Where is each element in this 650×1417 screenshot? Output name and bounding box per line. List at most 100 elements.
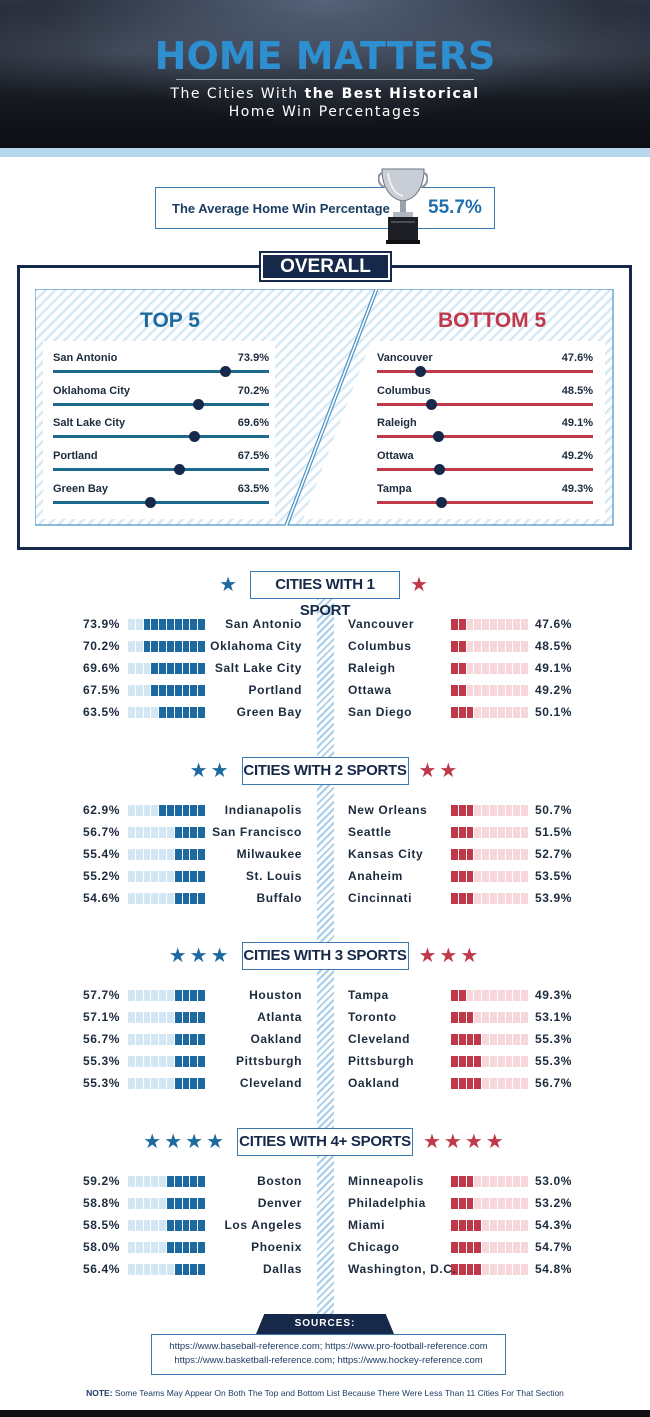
bar-segment (458, 827, 466, 838)
top5-value-marker (193, 399, 205, 410)
city-label: Pittsburgh (236, 1054, 302, 1068)
bar-segment (521, 893, 528, 904)
bottom-city-row: 54.7% Chicago (348, 1240, 572, 1256)
bar-segment (466, 707, 474, 718)
bar-segment (521, 1056, 528, 1067)
section-heading: CITIES WITH 2 SPORTS (241, 757, 409, 785)
bar-segment (466, 1034, 474, 1045)
bar-segment (505, 849, 513, 860)
bar-segment (474, 707, 482, 718)
bar-segment (166, 663, 174, 674)
sources-label: SOURCES: (256, 1314, 394, 1334)
percent-label: 50.7% (534, 803, 572, 817)
bar-segment (151, 1264, 159, 1275)
top-city-row: 58.8% Denver (83, 1196, 302, 1212)
bar-segment (505, 893, 513, 904)
city-label: Anaheim (348, 869, 403, 883)
city-label: Tampa (348, 988, 389, 1002)
bar-segment (174, 1056, 182, 1067)
bar-segment (174, 805, 182, 816)
bar-segment (482, 1198, 489, 1209)
bar-segment (198, 685, 205, 696)
bottom-city-row: 48.5% Columbus (348, 639, 572, 655)
bar-segment (159, 1078, 166, 1089)
bar-segment (521, 1242, 528, 1253)
bar-segment (143, 1264, 151, 1275)
bar-segment (513, 1012, 521, 1023)
bar-segment (466, 685, 474, 696)
bar-segment (513, 1078, 521, 1089)
bar-segment (182, 1198, 190, 1209)
overall-panels: TOP 5 BOTTOM 5 San Antonio 73.9% Oklahoma … (35, 289, 615, 527)
top5-track-line (53, 403, 269, 406)
bar-segment (521, 827, 528, 838)
bar-segment (166, 990, 174, 1001)
bar-segment (513, 1176, 521, 1187)
bar-segment (166, 641, 174, 652)
bar-segment (190, 1242, 198, 1253)
bar-segment (521, 685, 528, 696)
top5-row: Portland 67.5% (53, 450, 269, 480)
bar-segment (166, 1264, 174, 1275)
bar-segment (151, 805, 159, 816)
bar-segment (198, 990, 205, 1001)
bar-segment (198, 663, 205, 674)
bar-segment (198, 871, 205, 882)
star-icons-right: ★★★★ (423, 1131, 507, 1153)
bar-segment (128, 990, 135, 1001)
city-label: Boston (257, 1174, 302, 1188)
bottom-city-row: 49.2% Ottawa (348, 683, 572, 699)
bar-segment (482, 849, 489, 860)
bar-segment (143, 1034, 151, 1045)
percent-label: 53.9% (534, 891, 572, 905)
city-label: Washington, D.C. (348, 1262, 457, 1276)
bar-segment (497, 663, 505, 674)
bottom5-row: Columbus 48.5% (377, 385, 593, 415)
bottom5-row: Tampa 49.3% (377, 483, 593, 513)
bar-segment (151, 827, 159, 838)
bar-segment (159, 707, 166, 718)
bar-segment (489, 990, 497, 1001)
percent-label: 47.6% (534, 617, 572, 631)
bottom5-value-marker (435, 497, 447, 508)
bar-segment (128, 1198, 135, 1209)
bottom-city-row: 49.3% Tampa (348, 988, 572, 1004)
percent-label: 59.2% (83, 1174, 121, 1188)
bar-segment (489, 1264, 497, 1275)
bar-segment (182, 827, 190, 838)
subtitle-line-2: Home Win Percentages (228, 104, 422, 120)
bar-segment (458, 663, 466, 674)
bar-segment (458, 1012, 466, 1023)
percent-label: 50.1% (534, 705, 572, 719)
bar-segment (458, 1176, 466, 1187)
bar-segment (166, 893, 174, 904)
percent-bar (128, 1056, 205, 1067)
bar-segment (466, 1078, 474, 1089)
bar-segment (182, 685, 190, 696)
bottom5-city-label: Tampa (377, 483, 412, 495)
bar-segment (513, 871, 521, 882)
bar-segment (159, 1220, 166, 1231)
section-heading: CITIES WITH 4+ SPORTS (237, 1128, 413, 1156)
percent-bar (128, 663, 205, 674)
bar-segment (190, 707, 198, 718)
bar-segment (497, 1056, 505, 1067)
bar-segment (198, 619, 205, 630)
percent-bar (451, 619, 528, 630)
percent-label: 49.3% (534, 988, 572, 1002)
top-city-row: 55.3% Cleveland (83, 1076, 302, 1092)
bar-segment (482, 871, 489, 882)
bar-segment (497, 1034, 505, 1045)
bar-segment (505, 1012, 513, 1023)
bar-segment (198, 1034, 205, 1045)
bar-segment (166, 1078, 174, 1089)
city-label: Oakland (348, 1076, 400, 1090)
bar-segment (451, 1034, 458, 1045)
percent-label: 54.7% (534, 1240, 572, 1254)
percent-label: 53.1% (534, 1010, 572, 1024)
city-label: St. Louis (245, 869, 302, 883)
bar-segment (198, 1056, 205, 1067)
bar-segment (151, 1078, 159, 1089)
sources-line-2: https://www.basketball-reference.com; ht… (174, 1355, 483, 1366)
bar-segment (513, 685, 521, 696)
